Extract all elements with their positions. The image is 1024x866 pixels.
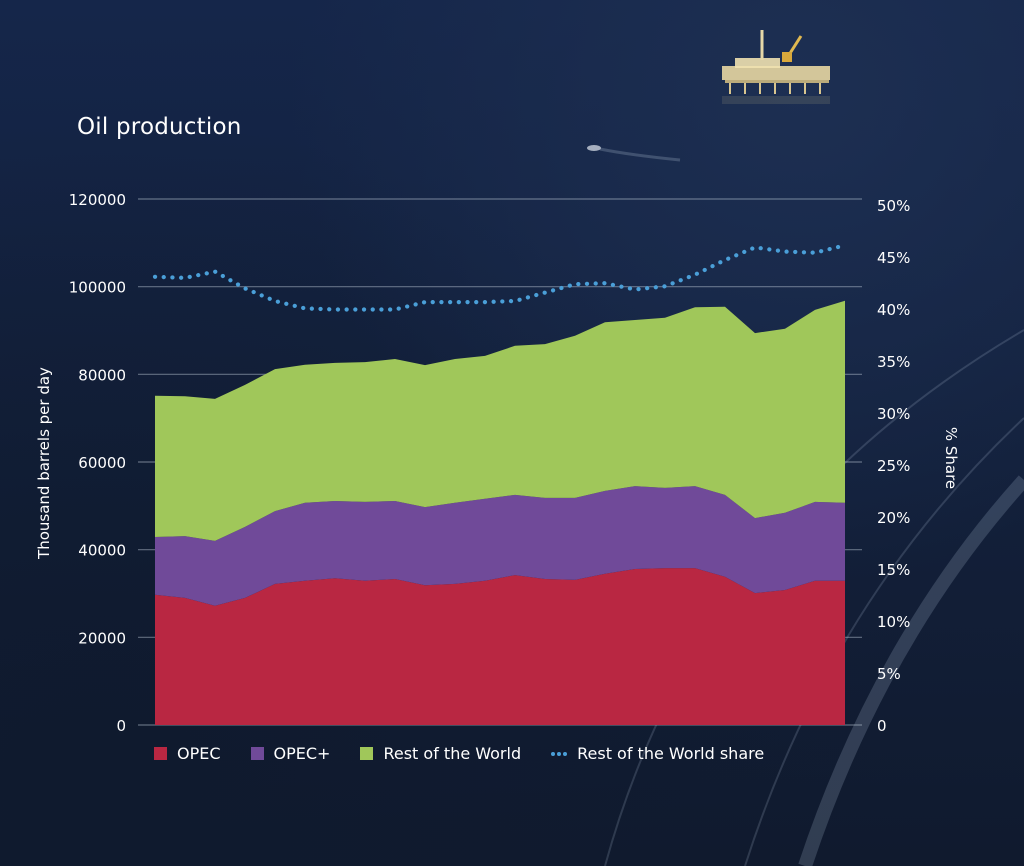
y-tick-label: 0 bbox=[116, 717, 126, 735]
y2-tick-label: 35% bbox=[877, 353, 910, 371]
y2-axis-title: % Share bbox=[942, 427, 960, 489]
area-rest-of-the-world bbox=[155, 300, 845, 541]
y2-tick-label: 25% bbox=[877, 457, 910, 475]
legend-label-opec-plus: OPEC+ bbox=[273, 744, 331, 763]
legend-swatch-opec bbox=[154, 747, 167, 760]
y-tick-label: 100000 bbox=[69, 279, 126, 297]
y-tick-label: 20000 bbox=[78, 629, 126, 647]
legend-label-opec: OPEC bbox=[177, 744, 221, 763]
legend: OPEC OPEC+ Rest of the World Rest of the… bbox=[154, 744, 794, 763]
y2-tick-label: 10% bbox=[877, 613, 910, 631]
y2-tick-label: 30% bbox=[877, 405, 910, 423]
decorative-arc bbox=[744, 417, 1024, 866]
legend-label-rest-of-world-share: Rest of the World share bbox=[577, 744, 765, 763]
y2-tick-label: 15% bbox=[877, 561, 910, 579]
legend-item-opec: OPEC bbox=[154, 744, 221, 763]
legend-item-rest-of-world-share: Rest of the World share bbox=[551, 744, 764, 763]
y-tick-label: 80000 bbox=[78, 366, 126, 384]
legend-item-rest-of-world: Rest of the World bbox=[360, 744, 521, 763]
area-opec-plus bbox=[155, 486, 845, 606]
y2-tick-label: 45% bbox=[877, 249, 910, 267]
legend-swatch-opec-plus bbox=[250, 747, 264, 760]
y2-tick-label: 50% bbox=[877, 197, 910, 215]
legend-dotted-line-icon bbox=[551, 751, 568, 756]
y2-tick-label: 5% bbox=[877, 665, 901, 683]
legend-label-rest-of-world: Rest of the World bbox=[383, 744, 522, 763]
y-tick-label: 60000 bbox=[78, 454, 126, 472]
legend-item-opec-plus: OPEC+ bbox=[250, 744, 331, 763]
y-axis-title: Thousand barrels per day bbox=[35, 367, 53, 560]
legend-swatch-rest-of-world bbox=[360, 747, 374, 760]
decorative-arc bbox=[798, 475, 1024, 866]
line-rest-of-world-share bbox=[152, 243, 848, 312]
y-tick-label: 40000 bbox=[78, 542, 126, 560]
y2-tick-label: 20% bbox=[877, 509, 910, 527]
area-opec bbox=[155, 568, 845, 725]
y-tick-label: 120000 bbox=[69, 191, 126, 209]
boat-image bbox=[587, 145, 681, 162]
y2-tick-label: 0 bbox=[877, 717, 887, 735]
y2-tick-label: 40% bbox=[877, 301, 910, 319]
oil-platform-image bbox=[722, 30, 830, 104]
chart-title: Oil production bbox=[77, 114, 242, 140]
